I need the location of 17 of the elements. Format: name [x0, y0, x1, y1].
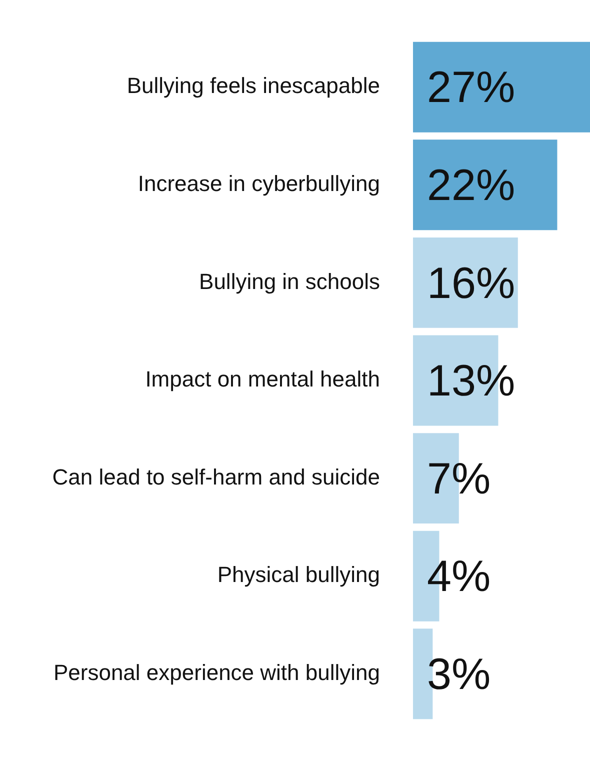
data-label: 7% — [427, 454, 491, 504]
y-tick-label: Personal experience with bullying — [53, 660, 380, 685]
y-tick-label: Increase in cyberbullying — [138, 170, 380, 196]
y-tick-label: Physical bullying — [217, 562, 380, 588]
bar — [413, 140, 558, 230]
bar — [413, 237, 518, 328]
y-tick-label: Bullying in schools — [199, 268, 380, 294]
data-label: 3% — [427, 650, 491, 700]
bar — [413, 42, 590, 132]
data-label: 13% — [427, 356, 516, 406]
y-tick-label: Bullying feels inescapable — [126, 73, 380, 98]
data-label: 27% — [427, 63, 516, 112]
y-tick-label: Can lead to self-harm and suicide — [52, 464, 380, 490]
data-label: 22% — [427, 161, 516, 210]
y-tick-label: Impact on mental health — [145, 366, 380, 392]
data-label: 4% — [427, 552, 491, 602]
data-label: 16% — [427, 258, 516, 308]
